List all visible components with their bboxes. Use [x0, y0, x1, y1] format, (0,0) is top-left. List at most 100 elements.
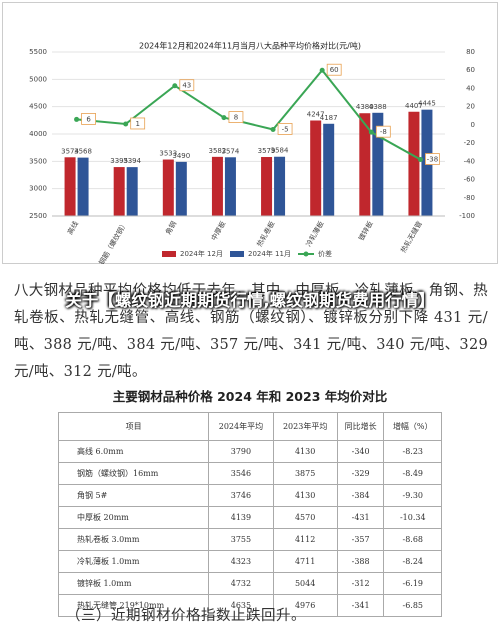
marker: [221, 115, 227, 121]
table-cell: 4139: [208, 506, 274, 529]
table-cell: 4711: [272, 550, 338, 573]
data-label: 4187: [320, 114, 338, 122]
marker: [319, 67, 325, 73]
table: 项目 2024年平均 2023年平均 同比增长 增幅（%） 高线 6.0mm 3790 413…: [57, 412, 442, 617]
table-cell: 4130: [272, 484, 338, 507]
table-cell: -384: [336, 484, 385, 507]
y2-tick-label: -40: [464, 157, 475, 165]
header-cell: 2024年平均: [208, 412, 274, 441]
table-row: 冷轧薄板 1.0mm 4323 4711 -388 -8.24: [57, 550, 442, 573]
marker: [172, 83, 178, 89]
table-cell: -9.30: [383, 484, 442, 507]
table-cell: -431: [336, 506, 385, 529]
bar: [211, 156, 223, 216]
header-cell: 增幅（%）: [383, 412, 442, 441]
y2-tick-label: 80: [466, 48, 475, 56]
y2-tick-label: -80: [464, 194, 475, 202]
y-tick-label: 2500: [29, 212, 47, 220]
bar: [310, 120, 322, 216]
table-cell: -312: [336, 572, 385, 595]
table-cell: -8.24: [383, 550, 442, 573]
bar: [323, 123, 335, 216]
paragraph: 八大钢材品种平均价格均低于去年，其中，中厚板、冷轧薄板、角钢、热轧卷板、热轧无缝…: [14, 283, 488, 380]
table-row: 钢筋（螺纹钢）16mm 3546 3875 -329 -8.49: [57, 462, 442, 485]
table-cell: 3875: [272, 462, 338, 485]
chart: 2024年12月和2024年11月当月八大品种平均价格对比(元/吨) 2500 3…: [2, 2, 498, 264]
bar: [261, 157, 273, 216]
table-cell: 4570: [272, 506, 338, 529]
y2-tick-label: 0: [471, 121, 475, 129]
data-label: 4247: [307, 110, 325, 118]
data-label: 4388: [369, 103, 387, 111]
data-label: -8: [380, 128, 387, 136]
header-cell: 同比增长: [336, 412, 385, 441]
footer-text: （三）近期钢材价格指数止跌回升。: [66, 608, 306, 624]
data-label: 6: [86, 115, 91, 123]
header-cell: 2023年平均: [272, 412, 338, 441]
table-cell: -8.68: [383, 528, 442, 551]
table-cell: 冷轧薄板 1.0mm: [57, 550, 210, 573]
bar: [274, 156, 286, 216]
data-label: 43: [182, 82, 191, 90]
y2-tick-label: -20: [464, 139, 475, 147]
marker: [368, 129, 374, 135]
data-label: 3579: [258, 147, 276, 155]
table-cell: 4323: [208, 550, 274, 573]
data-label: 3394: [123, 157, 141, 165]
label-box: [425, 153, 440, 165]
table-row: 高线 6.0mm 3790 4130 -340 -8.23: [57, 440, 442, 463]
label-box: [228, 111, 244, 123]
table-cell: 4112: [272, 528, 338, 551]
bar: [175, 161, 187, 216]
y2-tick-label: -60: [464, 176, 475, 184]
header-cell: 项目: [57, 412, 210, 441]
table-cell: -6.19: [383, 572, 442, 595]
label-box: [375, 125, 391, 138]
y2-tick-label: 40: [466, 84, 475, 92]
table-cell: 3746: [208, 484, 274, 507]
y-tick-label: 3500: [29, 157, 47, 165]
data-label: 3582: [209, 147, 227, 155]
bar: [408, 111, 420, 216]
y-tick-label: 3000: [29, 185, 47, 193]
table-cell: -340: [336, 440, 385, 463]
table-row: 热轧卷板 3.0mm 3755 4112 -357 -8.68: [57, 528, 442, 551]
y2-tick-label: -100: [459, 212, 475, 220]
data-label: 4445: [418, 100, 436, 108]
table-cell: -388: [336, 550, 385, 573]
data-label: 3574: [61, 147, 79, 155]
y2-tick-label: 20: [466, 103, 475, 111]
table-cell: 4976: [272, 594, 338, 617]
bar: [64, 157, 76, 216]
legend-swatch: [230, 251, 244, 257]
table-cell: 4635: [208, 594, 274, 617]
label-box: [179, 79, 195, 92]
bar: [126, 167, 138, 216]
y-tick-label: 5000: [29, 75, 47, 83]
table-cell: -341: [336, 594, 385, 617]
table-cell: -357: [336, 528, 385, 551]
marker: [270, 126, 276, 132]
table-cell: -10.34: [383, 506, 442, 529]
marker: [123, 121, 129, 127]
label-box: [130, 117, 146, 130]
label-box: [277, 123, 293, 135]
legend-swatch: [162, 251, 176, 257]
table-cell: 3790: [208, 440, 274, 463]
table-cell: 角钢 5#: [57, 484, 210, 507]
bar: [359, 113, 371, 216]
bar: [162, 159, 174, 216]
label-box: [326, 63, 342, 76]
chart-title: 2024年12月和2024年11月当月八大品种平均价格对比(元/吨): [139, 41, 361, 51]
data-label: 1: [135, 120, 139, 128]
table-cell: 中厚板 20mm: [57, 506, 210, 529]
y2-tick-label: 60: [466, 66, 475, 74]
data-label: 3568: [74, 148, 92, 156]
data-label: 3584: [271, 147, 289, 155]
table-cell: 3546: [208, 462, 274, 485]
bar: [113, 167, 125, 216]
label-box: [81, 113, 96, 125]
data-label: 3395: [110, 157, 128, 165]
data-label: 3533: [159, 150, 177, 158]
